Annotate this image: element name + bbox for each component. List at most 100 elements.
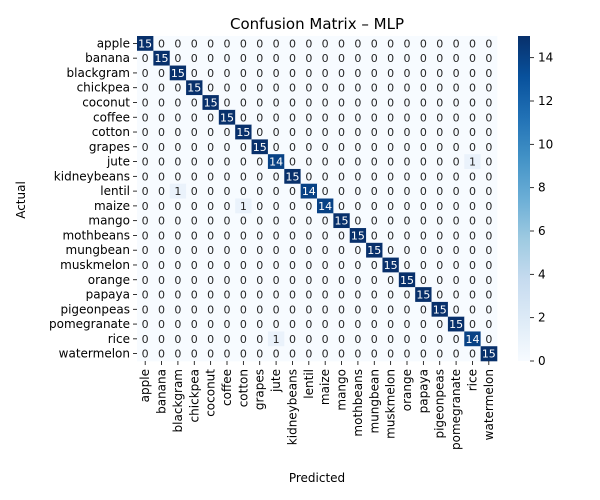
cell-value: 0 bbox=[158, 348, 165, 361]
heatmap-cell bbox=[300, 242, 318, 258]
heatmap-cell bbox=[202, 95, 220, 111]
y-tick-label: blackgram bbox=[67, 66, 130, 80]
heatmap-cell bbox=[415, 228, 432, 244]
cell-value: 0 bbox=[174, 156, 181, 169]
heatmap-cell bbox=[169, 346, 187, 362]
heatmap-cell bbox=[366, 242, 383, 258]
cell-value: 0 bbox=[338, 318, 345, 331]
cell-value: 0 bbox=[453, 126, 460, 139]
cell-value: 0 bbox=[191, 67, 198, 80]
heatmap-cell bbox=[464, 242, 481, 258]
heatmap-cell bbox=[333, 287, 351, 303]
colorbar-tick-label: 8 bbox=[538, 181, 546, 195]
heatmap-cell bbox=[137, 154, 154, 170]
heatmap-cell bbox=[186, 65, 203, 81]
cell-value: 0 bbox=[142, 274, 149, 287]
heatmap-cell bbox=[415, 36, 432, 52]
heatmap-cell bbox=[366, 183, 383, 199]
cell-value: 0 bbox=[387, 111, 394, 124]
cell-value: 0 bbox=[485, 318, 492, 331]
y-tick-label: pigeonpeas bbox=[60, 302, 130, 316]
y-tick-label: kidneybeans bbox=[54, 169, 130, 183]
cell-value: 0 bbox=[338, 200, 345, 213]
cell-value: 0 bbox=[142, 229, 149, 242]
y-tick-label: maize bbox=[94, 199, 130, 213]
cell-value: 0 bbox=[354, 141, 361, 154]
cell-value: 0 bbox=[305, 126, 312, 139]
cell-value: 0 bbox=[305, 37, 312, 50]
heatmap-cell bbox=[235, 124, 252, 140]
cell-value: 0 bbox=[256, 333, 263, 346]
heatmap-cell bbox=[415, 168, 432, 185]
heatmap-cell bbox=[137, 198, 154, 214]
cell-value: 0 bbox=[240, 318, 247, 331]
heatmap-cell bbox=[218, 95, 236, 111]
heatmap-cell bbox=[447, 183, 465, 199]
heatmap-cell bbox=[137, 257, 154, 273]
heatmap-cell bbox=[366, 346, 383, 362]
heatmap-cell bbox=[218, 36, 236, 52]
cell-value: 0 bbox=[142, 156, 149, 169]
cell-value: 0 bbox=[174, 303, 181, 316]
cell-value: 0 bbox=[485, 170, 492, 183]
cell-value: 15 bbox=[482, 348, 496, 361]
cell-value: 0 bbox=[142, 96, 149, 109]
cell-value: 0 bbox=[387, 185, 394, 198]
cell-value: 0 bbox=[305, 67, 312, 80]
heatmap-cell bbox=[137, 80, 154, 96]
heatmap-cell bbox=[186, 346, 203, 362]
y-tick-label: mungbean bbox=[66, 243, 130, 257]
heatmap-cell bbox=[137, 36, 154, 52]
cell-value: 0 bbox=[371, 274, 378, 287]
cell-value: 0 bbox=[322, 185, 329, 198]
heatmap-cell bbox=[267, 65, 285, 81]
heatmap-cell bbox=[153, 331, 171, 347]
cell-value: 14 bbox=[318, 200, 332, 213]
cell-value: 0 bbox=[142, 126, 149, 139]
heatmap-cell bbox=[202, 346, 220, 362]
heatmap-cell bbox=[169, 95, 187, 111]
cell-value: 0 bbox=[158, 215, 165, 228]
heatmap-cell bbox=[169, 168, 187, 185]
heatmap-cell bbox=[137, 50, 154, 66]
cell-value: 0 bbox=[256, 170, 263, 183]
cell-value: 0 bbox=[322, 141, 329, 154]
heatmap-cell bbox=[447, 301, 465, 317]
cell-value: 0 bbox=[387, 67, 394, 80]
heatmap-cell bbox=[235, 154, 252, 170]
heatmap-cell bbox=[267, 257, 285, 273]
heatmap-cell bbox=[284, 213, 301, 229]
heatmap-cell bbox=[480, 50, 498, 66]
cell-value: 0 bbox=[305, 96, 312, 109]
heatmap-cell bbox=[267, 198, 285, 214]
heatmap-cell bbox=[464, 124, 481, 140]
cell-value: 0 bbox=[240, 303, 247, 316]
heatmap-cell bbox=[480, 257, 498, 273]
cell-value: 0 bbox=[354, 52, 361, 65]
cell-value: 0 bbox=[371, 333, 378, 346]
heatmap-cell bbox=[431, 183, 449, 199]
heatmap-cell bbox=[235, 228, 252, 244]
heatmap-cell bbox=[366, 301, 383, 317]
heatmap-cell bbox=[480, 346, 498, 362]
heatmap-cell bbox=[382, 228, 400, 244]
cell-value: 1 bbox=[273, 333, 280, 346]
cell-value: 0 bbox=[338, 37, 345, 50]
cell-value: 0 bbox=[256, 303, 263, 316]
heatmap-cell bbox=[415, 80, 432, 96]
y-tick-label: mango bbox=[88, 214, 130, 228]
heatmap-cell bbox=[267, 80, 285, 96]
cell-value: 0 bbox=[322, 274, 329, 287]
cell-value: 0 bbox=[322, 303, 329, 316]
y-tick-label: pomegranate bbox=[49, 317, 130, 331]
cell-value: 0 bbox=[322, 215, 329, 228]
cell-value: 0 bbox=[387, 318, 394, 331]
cell-value: 0 bbox=[354, 185, 361, 198]
x-tick-label: mango bbox=[335, 369, 349, 411]
heatmap-cell bbox=[382, 242, 400, 258]
cell-value: 0 bbox=[453, 274, 460, 287]
heatmap-cell bbox=[447, 346, 465, 362]
cell-value: 0 bbox=[485, 96, 492, 109]
heatmap-cell bbox=[251, 198, 269, 214]
cell-value: 0 bbox=[354, 259, 361, 272]
